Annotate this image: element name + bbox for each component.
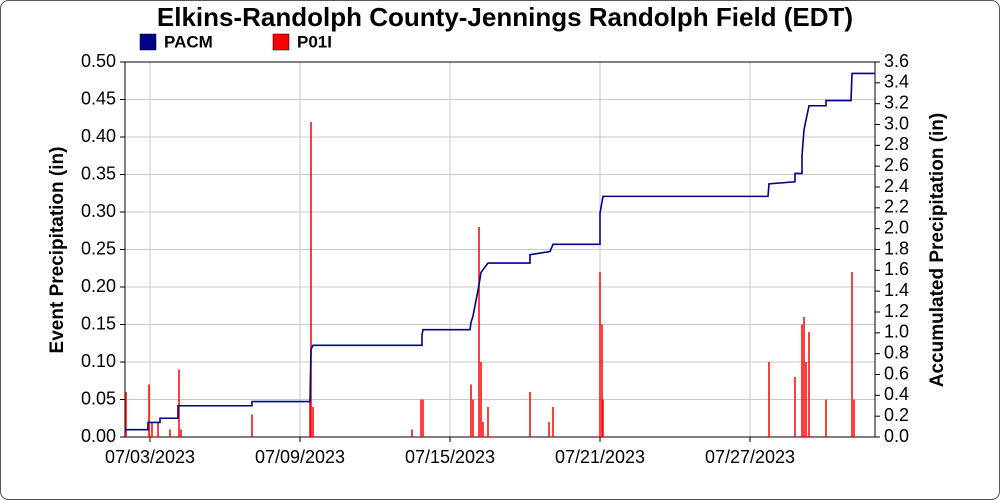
bar [470,384,472,437]
x-tick-label: 07/21/2023 [555,447,645,467]
bar [480,362,482,437]
bar [157,422,159,437]
bar [601,324,603,437]
y2-tick-label: 1.8 [884,238,909,258]
y-tick-label: 0.15 [81,313,116,333]
y2-tick-label: 2.0 [884,217,909,237]
legend-label: PACM [164,32,213,51]
bar [803,317,805,437]
y2-tick-label: 0.0 [884,426,909,446]
bar [825,399,827,437]
y2-tick-label: 2.6 [884,155,909,175]
y2-tick-label: 1.2 [884,301,909,321]
y2-tick-label: 3.4 [884,72,909,92]
bar [148,384,150,437]
bar [482,422,484,437]
x-tick-label: 07/09/2023 [255,447,345,467]
bar [602,399,604,437]
bar [487,407,489,437]
bar [478,227,480,437]
y-tick-label: 0.10 [81,351,116,371]
bar [552,407,554,437]
bar [310,122,312,437]
bar [794,377,796,437]
legend-swatch [139,33,157,51]
bar [180,429,182,437]
bar [548,422,550,437]
bar [472,399,474,437]
bar [411,429,413,437]
y2-tick-label: 1.4 [884,280,909,300]
y-tick-label: 0.25 [81,238,116,258]
y2-tick-label: 2.2 [884,197,909,217]
y-tick-label: 0.05 [81,388,116,408]
bar [422,399,424,437]
y2-axis-title: Accumulated Precipitation (in) [927,113,948,387]
chart-title: Elkins-Randolph County-Jennings Randolph… [157,2,853,32]
bar [178,369,180,437]
y-tick-label: 0.20 [81,276,116,296]
legend-label: P01I [297,32,332,51]
bar [768,362,770,437]
x-tick-label: 07/15/2023 [405,447,495,467]
y2-tick-label: 0.8 [884,342,909,362]
bar [151,422,153,437]
bar [169,429,171,437]
y2-tick-label: 0.4 [884,384,909,404]
bar [801,324,803,437]
bar [309,399,311,437]
y-axis-title: Event Precipitation (in) [47,147,68,354]
bar [125,392,127,437]
bar [312,407,314,437]
line [125,72,875,431]
x-tick-label: 07/03/2023 [105,447,195,467]
y2-tick-label: 2.8 [884,134,909,154]
y-tick-label: 0.40 [81,126,116,146]
y-tick-label: 0.30 [81,201,116,221]
y-tick-label: 0.50 [81,51,116,71]
bar [853,399,855,437]
y2-tick-label: 1.0 [884,322,909,342]
bar [851,272,853,437]
bar [599,272,601,437]
y2-tick-label: 3.2 [884,92,909,112]
y2-tick-label: 0.6 [884,363,909,383]
y-tick-label: 0.45 [81,88,116,108]
bar [808,332,810,437]
legend-swatch [272,33,290,51]
y2-tick-label: 3.0 [884,113,909,133]
bar [251,414,253,437]
x-tick-label: 07/27/2023 [705,447,795,467]
y2-tick-label: 0.2 [884,405,909,425]
y2-tick-label: 2.4 [884,176,909,196]
bar [420,399,422,437]
bar [805,362,807,437]
y2-tick-label: 3.6 [884,51,909,71]
bar [529,392,531,437]
y-tick-label: 0.00 [81,426,116,446]
plot-border [124,61,876,438]
y2-tick-label: 1.6 [884,259,909,279]
y-tick-label: 0.35 [81,163,116,183]
